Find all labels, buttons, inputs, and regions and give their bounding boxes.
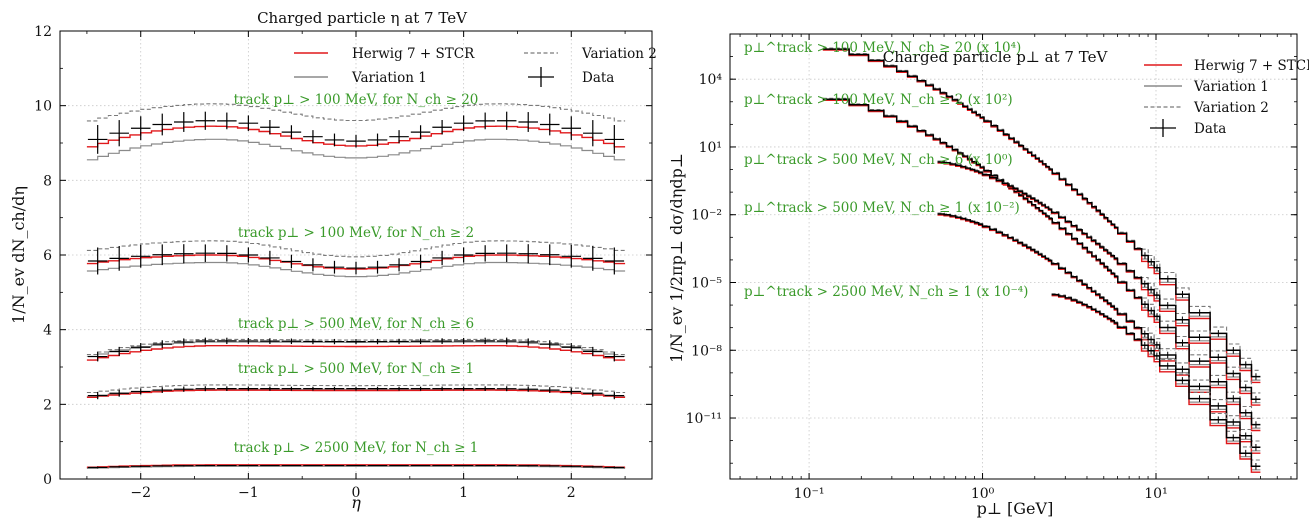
eta-y-tick-label: 0 bbox=[43, 472, 52, 488]
pt-y-tick-label: 10⁻⁸ bbox=[691, 343, 722, 359]
pt-data-line bbox=[822, 48, 1261, 378]
pt-series bbox=[937, 160, 1261, 406]
pt-panel: Charged particle p⊥ at 7 TeV 10⁻¹ 10⁰ 10¹ 1… bbox=[667, 33, 1309, 518]
pt-series bbox=[822, 97, 1261, 432]
pt-series bbox=[1051, 293, 1261, 473]
pt-var2-line bbox=[937, 160, 1261, 394]
pt-series bbox=[822, 47, 1261, 384]
eta-y-tick-label: 10 bbox=[34, 99, 52, 115]
eta-x-axis-label: η bbox=[351, 493, 361, 512]
pt-series bbox=[937, 212, 1261, 454]
pt-x-tick-label: 10⁻¹ bbox=[794, 486, 825, 502]
pt-var2-line bbox=[1051, 293, 1261, 461]
pt-data-line bbox=[937, 161, 1261, 400]
eta-legend-label: Data bbox=[582, 70, 614, 86]
eta-x-tick-label: 0 bbox=[352, 485, 361, 501]
eta-legend-label: Variation 2 bbox=[581, 46, 657, 62]
pt-data-line bbox=[822, 98, 1261, 426]
eta-group-annotation: track p⊥ > 2500 MeV, for N_ch ≥ 1 bbox=[234, 440, 479, 456]
eta-group bbox=[86, 384, 626, 400]
eta-panel: Charged particle η at 7 TeV −2 −1 0 1 202468… bbox=[9, 9, 657, 512]
eta-herwig-line bbox=[86, 345, 626, 361]
pt-y-tick-label: 10⁻¹¹ bbox=[686, 411, 722, 427]
eta-x-tick-label: −2 bbox=[130, 485, 151, 501]
eta-herwig-line bbox=[86, 464, 626, 468]
pt-legend-label: Variation 1 bbox=[1193, 79, 1269, 95]
eta-group bbox=[86, 464, 626, 469]
eta-group bbox=[86, 103, 626, 161]
pt-y-tick-label: 10⁻² bbox=[691, 208, 722, 224]
pt-y-tick-label: 10⁴ bbox=[699, 72, 723, 88]
pt-var2-line bbox=[822, 97, 1261, 419]
eta-group bbox=[86, 337, 626, 362]
pt-x-axis-label: p⊥ [GeV] bbox=[977, 499, 1054, 518]
eta-y-tick-label: 6 bbox=[43, 248, 52, 264]
pt-y-tick-label: 10⁻⁵ bbox=[691, 275, 722, 291]
pt-data-line bbox=[1051, 293, 1261, 468]
pt-y-tick-label: 10¹ bbox=[699, 140, 722, 156]
eta-x-tick-label: 2 bbox=[567, 485, 576, 501]
eta-var2-line bbox=[86, 103, 626, 122]
pt-herwig-line bbox=[1051, 295, 1261, 473]
eta-chart-title: Charged particle η at 7 TeV bbox=[257, 9, 468, 27]
pt-legend-label: Herwig 7 + STCR bbox=[1194, 58, 1309, 74]
pt-series-annotation: p⊥^track > 500 MeV, N_ch ≥ 1 (x 10⁻²) bbox=[744, 200, 1020, 216]
eta-x-tick-label: 1 bbox=[459, 485, 468, 501]
pt-data-line bbox=[937, 213, 1261, 449]
pt-x-tick-label: 10⁰ bbox=[971, 486, 995, 502]
eta-var1-line bbox=[86, 261, 626, 278]
pt-series-annotation: p⊥^track > 100 MeV, N_ch ≥ 20 (x 10⁴) bbox=[744, 40, 1021, 56]
eta-y-tick-label: 12 bbox=[34, 24, 52, 40]
eta-var1-line bbox=[86, 138, 626, 161]
pt-series-annotation: p⊥^track > 500 MeV, N_ch ≥ 6 (x 10⁰) bbox=[744, 152, 1013, 168]
eta-legend-label: Herwig 7 + STCR bbox=[352, 46, 475, 62]
eta-group-annotation: track p⊥ > 100 MeV, for N_ch ≥ 2 bbox=[238, 225, 474, 241]
eta-y-tick-label: 2 bbox=[43, 397, 52, 413]
eta-x-tick-label: −1 bbox=[238, 485, 259, 501]
pt-x-tick-label: 10¹ bbox=[1144, 486, 1167, 502]
eta-y-tick-label: 8 bbox=[43, 173, 52, 189]
pt-y-axis-label: 1/N_ev 1/2πp⊥ dσ/dηdp⊥ bbox=[667, 153, 686, 363]
pt-series-annotation: p⊥^track > 100 MeV, N_ch ≥ 2 (x 10²) bbox=[744, 92, 1013, 108]
pt-legend: Herwig 7 + STCR Variation 1 Variation 2 Dat… bbox=[1144, 58, 1309, 137]
eta-group-annotation: track p⊥ > 500 MeV, for N_ch ≥ 1 bbox=[238, 361, 474, 377]
eta-var1-line bbox=[86, 465, 626, 469]
pt-var1-line bbox=[822, 99, 1261, 429]
eta-legend: Herwig 7 + STCR Variation 2 Variation 1 Dat… bbox=[294, 46, 657, 87]
eta-legend-label: Variation 1 bbox=[351, 70, 427, 86]
pt-herwig-line bbox=[822, 99, 1261, 432]
eta-var2-line bbox=[86, 338, 626, 356]
pt-series-annotation: p⊥^track > 2500 MeV, N_ch ≥ 1 (x 10⁻⁴) bbox=[744, 284, 1028, 300]
pt-legend-label: Variation 2 bbox=[1193, 100, 1269, 116]
eta-group bbox=[86, 240, 626, 278]
pt-legend-label: Data bbox=[1194, 121, 1226, 137]
pt-plot-frame bbox=[729, 33, 1298, 480]
eta-group-annotation: track p⊥ > 500 MeV, for N_ch ≥ 6 bbox=[238, 316, 474, 332]
eta-y-tick-label: 4 bbox=[43, 323, 52, 339]
eta-y-axis-label: 1/N_ev dN_ch/dη bbox=[9, 186, 28, 324]
eta-group-annotation: track p⊥ > 100 MeV, for N_ch ≥ 20 bbox=[234, 92, 479, 108]
pt-var2-line bbox=[937, 212, 1261, 442]
eta-var2-line bbox=[86, 240, 626, 258]
pt-chart-title: Charged particle p⊥ at 7 TeV bbox=[883, 48, 1109, 66]
